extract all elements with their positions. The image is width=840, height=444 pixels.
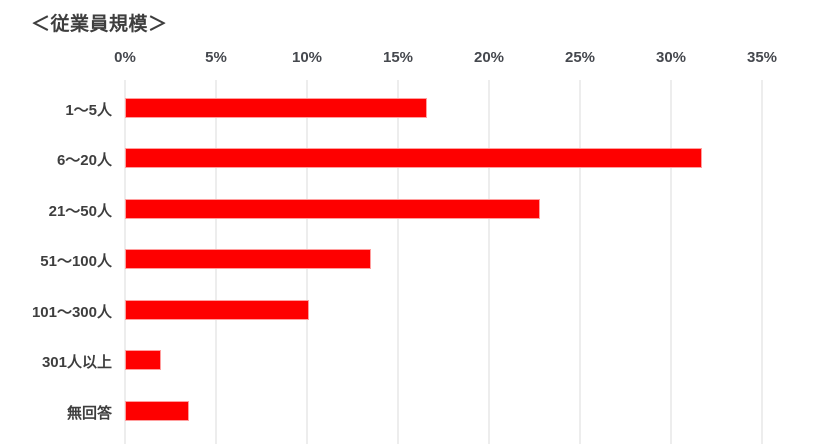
chart-title: ＜従業員規模＞: [31, 14, 168, 35]
x-axis-tick-label: 20%: [473, 49, 505, 66]
bar-無回答: [125, 400, 189, 421]
bar-21〜50人: [125, 198, 540, 219]
bar-6〜20人: [125, 148, 702, 168]
gridline-20pct: [488, 80, 490, 444]
gridline-15pct: [397, 80, 399, 444]
gridline-35pct: [761, 80, 763, 444]
x-axis-tick-label: 5%: [205, 49, 227, 66]
category-label: 6〜20人: [56, 152, 112, 169]
x-axis-tick-label: 10%: [291, 49, 323, 66]
category-label: 301人以上: [41, 354, 112, 371]
category-label: 無回答: [66, 404, 112, 422]
bar-101〜300人: [125, 299, 309, 320]
bar-1〜5人: [125, 97, 428, 118]
category-label: 1〜5人: [65, 101, 112, 119]
category-label: 21〜50人: [48, 202, 112, 220]
x-axis-tick-label: 0%: [114, 49, 136, 66]
x-axis-tick-label: 35%: [746, 49, 778, 66]
category-label: 101〜300人: [31, 303, 112, 321]
gridline-25pct: [579, 80, 581, 444]
x-axis-tick-label: 15%: [382, 49, 414, 66]
gridline-30pct: [670, 80, 672, 444]
category-label: 51〜100人: [40, 253, 112, 270]
x-axis-tick-label: 25%: [564, 49, 596, 66]
x-axis-tick-label: 30%: [655, 49, 687, 66]
bar-301人以上: [125, 350, 162, 370]
bar-51〜100人: [125, 249, 371, 269]
